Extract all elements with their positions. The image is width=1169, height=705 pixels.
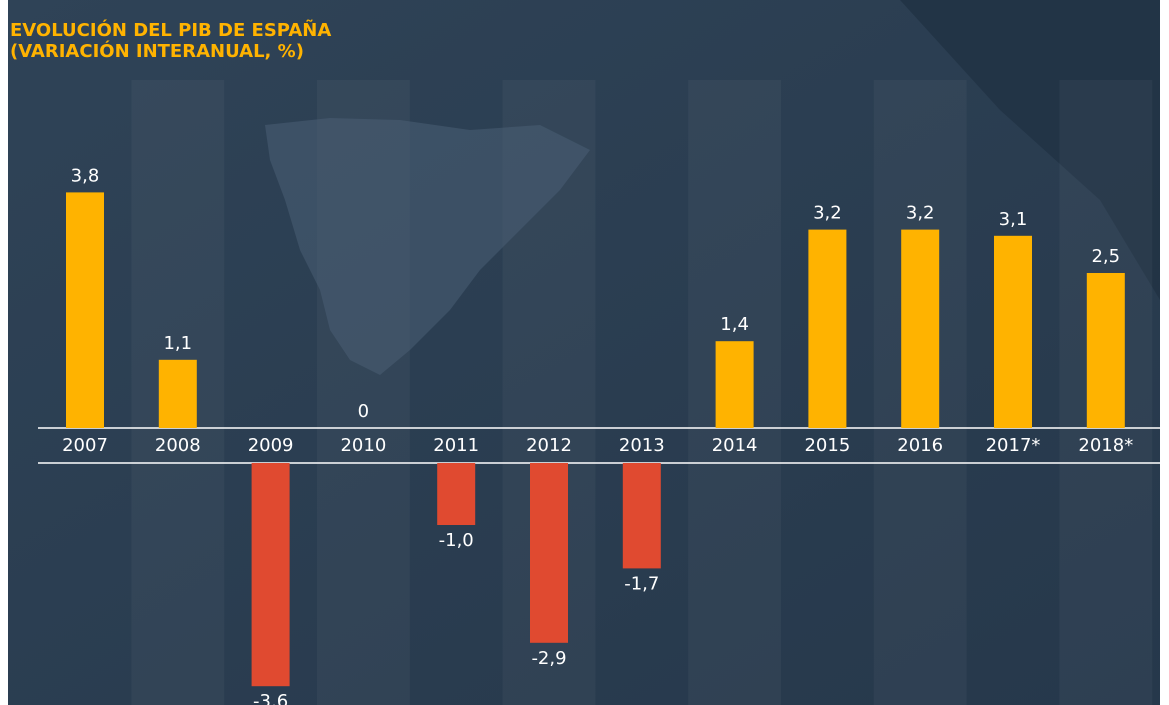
bar	[1086, 273, 1125, 428]
value-label: 3,8	[71, 165, 100, 186]
x-tick-label: 2017*	[986, 435, 1041, 456]
bar	[158, 359, 197, 428]
x-tick-label: 2007	[62, 435, 108, 456]
bar	[901, 229, 940, 428]
bar	[994, 235, 1032, 428]
x-tick-label: 2010	[340, 435, 386, 456]
value-label: 3,1	[999, 209, 1028, 230]
bar	[437, 463, 476, 525]
background-shape	[900, 0, 1160, 300]
value-label: 0	[358, 401, 369, 422]
value-label: -2,9	[531, 648, 566, 669]
bar	[530, 463, 568, 643]
x-tick-label: 2015	[804, 435, 850, 456]
x-tick-label: 2018*	[1078, 435, 1133, 456]
value-label: -1,7	[624, 573, 659, 594]
value-label: 2,5	[1091, 246, 1120, 267]
bar	[251, 463, 290, 687]
x-tick-label: 2014	[712, 435, 758, 456]
bar	[66, 192, 104, 428]
bar	[715, 341, 754, 428]
value-label: 3,2	[813, 203, 842, 224]
value-label: -1,0	[439, 530, 474, 551]
value-label: 3,2	[906, 203, 935, 224]
bar	[808, 229, 847, 428]
x-tick-label: 2012	[526, 435, 572, 456]
x-tick-label: 2013	[619, 435, 665, 456]
value-label: 1,1	[163, 333, 192, 354]
background	[8, 0, 1160, 705]
x-tick-label: 2009	[248, 435, 294, 456]
chart-title: EVOLUCIÓN DEL PIB DE ESPAÑA	[10, 18, 331, 41]
bar	[622, 463, 661, 569]
map-shape	[265, 118, 590, 375]
x-tick-label: 2011	[433, 435, 479, 456]
x-tick-label: 2008	[155, 435, 201, 456]
value-label: -3,6	[253, 691, 288, 705]
x-tick-label: 2016	[897, 435, 943, 456]
value-label: 1,4	[720, 314, 749, 335]
chart-subtitle: (VARIACIÓN INTERANUAL, %)	[10, 40, 304, 62]
